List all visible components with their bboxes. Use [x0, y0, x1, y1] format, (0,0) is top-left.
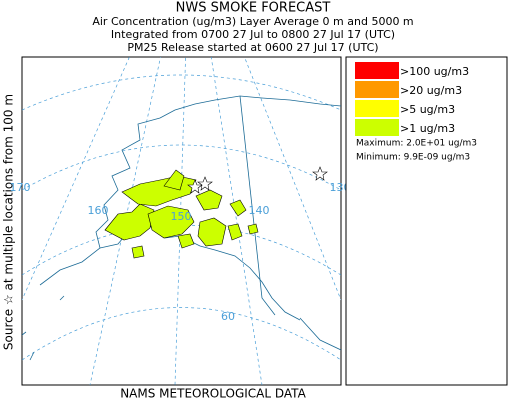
legend-label: >20 ug/m3 — [400, 84, 462, 97]
source-star — [187, 179, 203, 194]
legend: Maximum: 2.0E+01 ug/m3 Minimum: 9.9E-09 … — [345, 56, 508, 386]
subtitle: Integrated from 0700 27 Jul to 0800 27 J… — [111, 28, 395, 41]
graticule — [22, 307, 341, 361]
smoke-area — [147, 205, 195, 239]
source-star — [197, 176, 213, 191]
smoke-area — [227, 223, 243, 241]
islands — [22, 295, 65, 361]
subtitle: PM25 Release started at 0600 27 Jul 17 (… — [127, 41, 378, 54]
legend-swatch — [355, 100, 399, 117]
smoke-area — [195, 189, 223, 211]
grid-label: 140 — [249, 204, 270, 217]
grid-label: 130 — [330, 181, 351, 194]
smoke-area — [229, 199, 247, 217]
coastline — [39, 95, 341, 286]
graticule — [244, 57, 341, 301]
legend-label: >100 ug/m3 — [400, 65, 469, 78]
map: 170 160 150 140 130 60 — [10, 56, 351, 386]
legend-swatch — [355, 81, 399, 98]
title: NWS SMOKE FORECAST — [176, 1, 331, 16]
coastline — [299, 317, 341, 351]
source-label: Source ☆ at multiple locations from 100 … — [2, 94, 16, 350]
graticule — [210, 57, 263, 385]
legend-swatch — [355, 62, 399, 79]
minimum: Minimum: 9.9E-09 ug/m3 — [356, 153, 470, 163]
legend-label: >5 ug/m3 — [400, 103, 455, 116]
graticule — [22, 144, 341, 191]
grid-label: 170 — [10, 181, 31, 194]
subtitle: Air Concentration (ug/m3) Layer Average … — [92, 15, 413, 28]
smoke-area — [177, 233, 195, 249]
graticule — [89, 57, 161, 385]
smoke-area — [247, 223, 259, 235]
smoke-area — [197, 217, 227, 247]
grid-label: 160 — [88, 204, 109, 217]
source-star — [312, 166, 328, 181]
smoke-area — [163, 169, 185, 191]
smoke-plume — [104, 169, 259, 259]
graticule — [22, 74, 341, 111]
smoke-area — [131, 245, 145, 259]
maximum: Maximum: 2.0E+01 ug/m3 — [356, 139, 477, 149]
grid-label: 150 — [171, 210, 192, 223]
border — [239, 95, 276, 316]
legend-swatch — [355, 119, 399, 136]
source-markers — [187, 166, 328, 194]
grid-label: 60 — [221, 310, 235, 323]
smoke-area — [104, 203, 155, 241]
footer: NAMS METEOROLOGICAL DATA — [120, 387, 306, 401]
legend-label: >1 ug/m3 — [400, 122, 455, 135]
